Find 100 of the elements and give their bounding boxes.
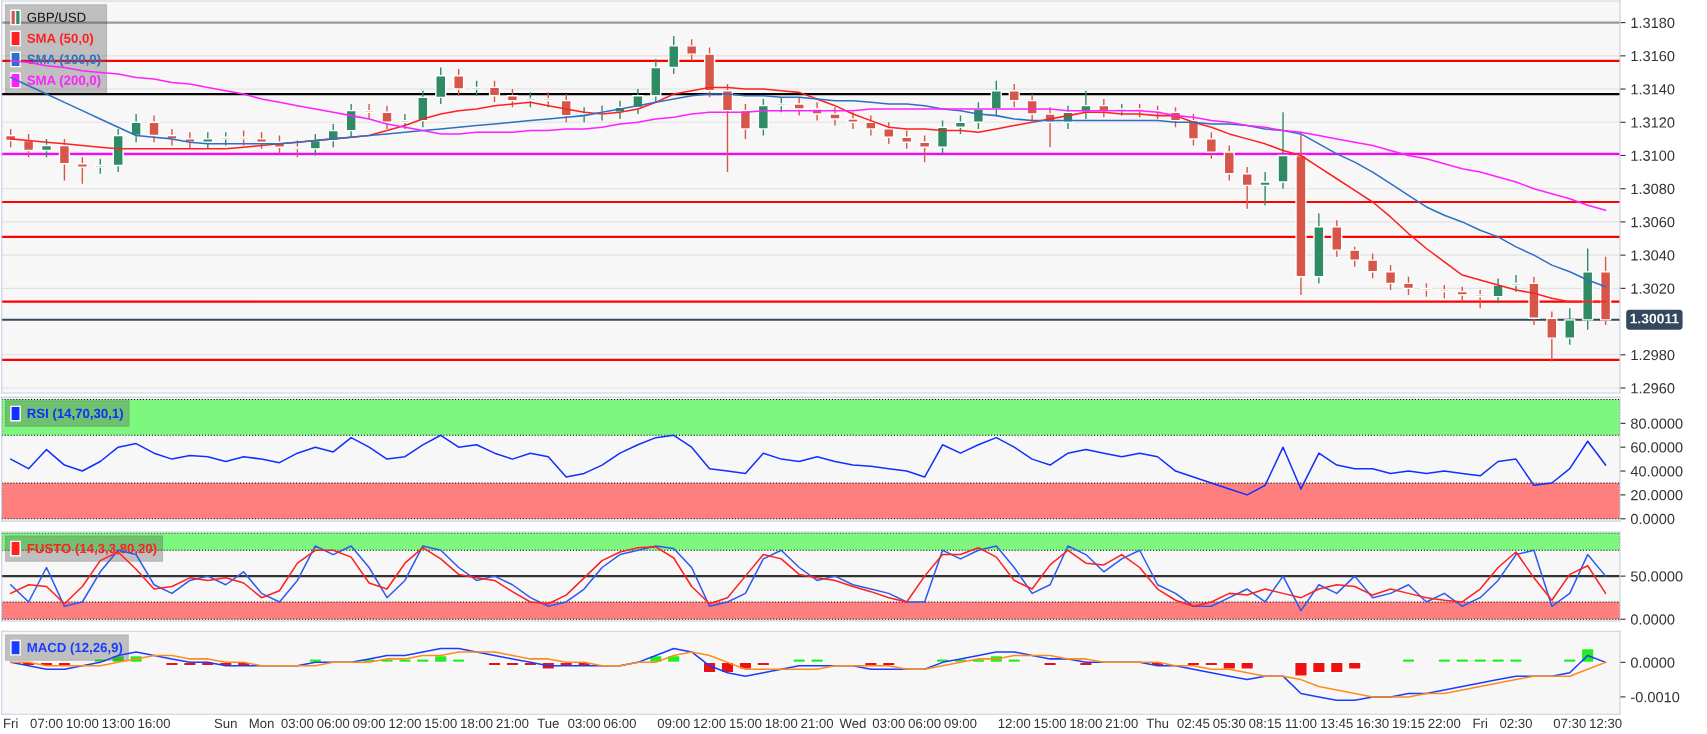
x-tick-label: 06:00 — [317, 718, 350, 729]
candlestick — [829, 106, 841, 127]
candlestick — [148, 114, 160, 143]
bar — [1473, 658, 1488, 664]
bar — [1240, 661, 1255, 670]
x-tick-label: Wed — [839, 718, 866, 729]
candlestick — [1510, 274, 1522, 293]
bar — [810, 658, 825, 664]
candlestick — [345, 103, 357, 138]
candlestick — [1008, 83, 1020, 109]
x-tick-label: 18:00 — [765, 718, 798, 729]
x-tick-label: 18:00 — [461, 718, 493, 729]
bar — [792, 658, 807, 664]
x-tick-label: 11:00 — [1285, 718, 1317, 729]
candlestick — [506, 88, 519, 109]
y-tick-label: 1.3060 — [1631, 217, 1675, 228]
y-tick-label: 40.0000 — [1630, 466, 1683, 477]
y-tick-label: 1.3040 — [1631, 250, 1675, 261]
candlestick — [1259, 171, 1271, 207]
y-tick-label: 20.0000 — [1631, 490, 1683, 501]
candlestick — [936, 119, 949, 155]
candlestick — [76, 156, 88, 185]
x-tick-label: 08:15 — [1249, 718, 1282, 729]
x-tick-label: 19:15 — [1392, 718, 1425, 729]
bar — [1562, 658, 1577, 664]
x-tick-label: 09:00 — [353, 718, 386, 729]
candlestick — [488, 80, 501, 104]
bar — [1293, 661, 1308, 677]
candlestick — [668, 35, 680, 75]
bar — [415, 658, 430, 664]
y-tick-label: 0.0000 — [1630, 614, 1675, 625]
legend-label: SMA (50,0) — [27, 33, 94, 46]
candlestick — [1384, 264, 1397, 291]
x-tick-label: 13:45 — [1321, 718, 1353, 729]
candlestick — [363, 103, 375, 120]
x-tick-label: 16:30 — [1357, 718, 1389, 729]
x-tick-label: 05:30 — [1213, 718, 1246, 729]
candlestick — [686, 38, 698, 62]
candlestick — [1205, 131, 1217, 160]
bar — [1347, 661, 1362, 670]
candlestick — [901, 129, 913, 150]
x-tick-label: 12:00 — [998, 718, 1031, 729]
x-tick-label: 07:30 — [1553, 718, 1586, 729]
candlestick — [1331, 219, 1343, 258]
x-tick-label: 21:00 — [1105, 718, 1138, 729]
legend-label: FUSTO (14,3,3,80,20) — [27, 543, 157, 556]
legend-label: GBP/USD — [27, 12, 86, 22]
x-tick-label: 16:00 — [138, 718, 171, 729]
y-tick-label: 0.0000 — [1630, 657, 1675, 668]
candlestick — [417, 90, 429, 128]
x-tick-label: 06:00 — [603, 718, 636, 729]
candlestick — [918, 134, 931, 163]
candlestick — [1223, 144, 1235, 182]
y-tick-label: 1.2960 — [1631, 383, 1675, 394]
x-tick-label: 15:00 — [425, 718, 457, 729]
candlestick — [435, 66, 447, 105]
y-tick-label: 50.0000 — [1630, 571, 1683, 582]
bar — [451, 658, 466, 664]
candlestick — [381, 104, 393, 130]
y-tick-label: 80.0000 — [1630, 418, 1683, 429]
candlestick — [739, 103, 752, 140]
x-tick-label: 07:00 — [30, 718, 63, 729]
x-tick-label: 12:00 — [389, 718, 421, 729]
bar — [1455, 658, 1470, 664]
bar — [1509, 658, 1523, 664]
x-tick-label: Fri — [4, 718, 18, 728]
candlestick — [1546, 310, 1558, 363]
y-tick-label: 1.3140 — [1631, 84, 1675, 95]
x-tick-label: 12:00 — [694, 718, 726, 729]
x-tick-label: 06:00 — [908, 718, 941, 729]
candlestick — [1187, 113, 1200, 147]
bar — [1401, 658, 1416, 664]
bar — [1007, 658, 1022, 664]
candlestick — [58, 138, 71, 182]
x-tick-label: 15:00 — [1034, 718, 1067, 729]
y-tick-label: 1.3100 — [1631, 150, 1675, 161]
bar — [1329, 661, 1344, 674]
y-tick-label: 60.0000 — [1631, 442, 1683, 453]
x-tick-label: 18:00 — [1070, 718, 1102, 729]
y-tick-label: -0.0010 — [1631, 692, 1680, 703]
x-tick-label: 13:00 — [102, 718, 135, 729]
x-tick-label: 22:00 — [1428, 718, 1461, 729]
candlestick — [1474, 289, 1486, 309]
x-tick-label: 03:00 — [568, 718, 601, 729]
y-tick-label: 1.2980 — [1631, 349, 1675, 361]
bar — [1491, 658, 1506, 664]
candlestick — [883, 121, 895, 145]
x-tick-label: 12:30 — [1590, 718, 1622, 729]
x-tick-label: 03:00 — [872, 718, 905, 729]
candlestick — [130, 113, 142, 143]
y-tick-label: 1.3180 — [1631, 17, 1675, 29]
y-tick-label: 1.3020 — [1631, 283, 1675, 294]
candlestick — [40, 138, 53, 158]
x-tick-label: 21:00 — [496, 718, 529, 729]
bar — [1437, 658, 1452, 664]
x-tick-label: 02:30 — [1500, 718, 1532, 729]
x-tick-label: Sun — [214, 718, 237, 729]
candlestick — [399, 113, 411, 130]
bar — [1311, 661, 1326, 674]
candlestick — [793, 96, 805, 117]
